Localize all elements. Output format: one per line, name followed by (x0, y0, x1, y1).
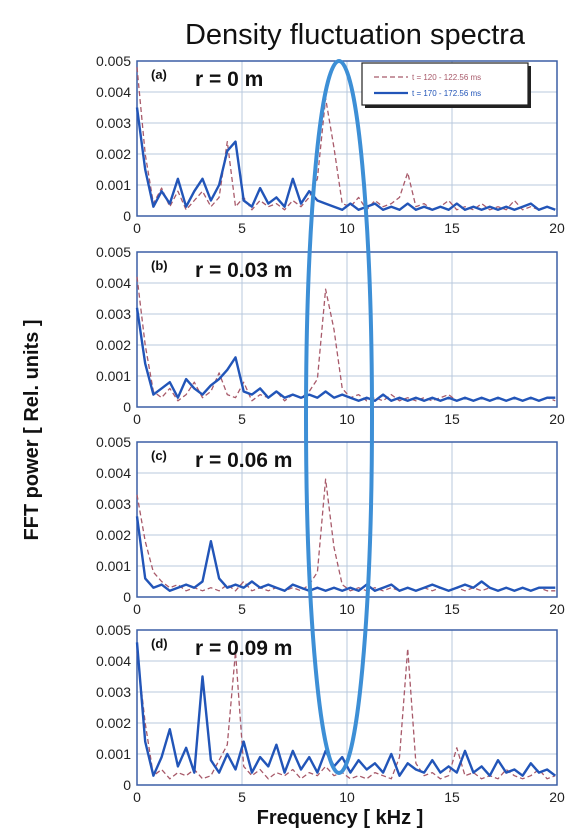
y-tick-label: 0.005 (96, 622, 131, 638)
highlight-ellipse (304, 59, 374, 775)
x-tick-label: 15 (444, 220, 460, 236)
panel-b: 0 0.001 0.002 0.003 0.004 0.005 0 5 10 15 20 (b) r =… (96, 244, 565, 427)
y-tick-label: 0.005 (96, 244, 131, 260)
legend: t = 120 - 122.56 ms t = 170 - 172.56 ms (361, 62, 531, 108)
x-tick-label: 0 (133, 411, 141, 427)
x-tick-label: 10 (339, 220, 355, 236)
plot-frame (136, 629, 558, 786)
x-tick-label: 15 (444, 411, 460, 427)
y-tick-label: 0.004 (96, 465, 131, 481)
panel-a: 0 0.001 0.002 0.003 0.004 0.005 0 5 10 15 20 (a) r =… (96, 53, 565, 236)
y-tick-label: 0.003 (96, 115, 131, 131)
x-tick-label: 10 (339, 789, 355, 805)
panel-label: (b) (151, 258, 168, 273)
panel-label: (a) (151, 67, 167, 82)
x-tick-label: 0 (133, 220, 141, 236)
x-tick-label: 10 (339, 601, 355, 617)
x-tick-label: 20 (549, 220, 565, 236)
x-tick-label: 10 (339, 411, 355, 427)
x-tick-label: 20 (549, 789, 565, 805)
y-tick-label: 0.002 (96, 146, 131, 162)
radius-label: r = 0.06 m (195, 449, 292, 472)
x-tick-label: 5 (238, 789, 246, 805)
y-tick-label: 0.001 (96, 177, 131, 193)
y-tick-label: 0.003 (96, 684, 131, 700)
x-tick-label: 5 (238, 601, 246, 617)
series-line-late (135, 107, 556, 212)
x-tick-label: 0 (133, 601, 141, 617)
y-tick-label: 0.002 (96, 337, 131, 353)
y-tick-label: 0.003 (96, 306, 131, 322)
panel-d: 0 0.001 0.002 0.003 0.004 0.005 0 5 10 15 20 (d) r =… (96, 622, 565, 805)
series-line-late (135, 307, 556, 402)
y-tick-label: 0 (123, 589, 131, 605)
panel-label: (d) (151, 636, 168, 651)
legend-entry-early: t = 120 - 122.56 ms (412, 73, 481, 82)
y-tick-label: 0.002 (96, 527, 131, 543)
y-tick-label: 0.001 (96, 558, 131, 574)
x-tick-label: 5 (238, 220, 246, 236)
y-tick-label: 0.003 (96, 496, 131, 512)
y-tick-label: 0 (123, 777, 131, 793)
y-tick-label: 0 (123, 208, 131, 224)
overlay-group (304, 59, 374, 775)
y-tick-label: 0.004 (96, 653, 131, 669)
x-tick-label: 15 (444, 601, 460, 617)
y-tick-label: 0.001 (96, 746, 131, 762)
radius-label: r = 0.09 m (195, 637, 292, 660)
y-tick-label: 0 (123, 399, 131, 415)
legend-entry-late: t = 170 - 172.56 ms (412, 89, 481, 98)
x-tick-label: 20 (549, 601, 565, 617)
x-tick-label: 15 (444, 789, 460, 805)
series-line-early (136, 67, 556, 211)
series-line-early (136, 478, 556, 592)
panel-c: 0 0.001 0.002 0.003 0.004 0.005 0 5 10 15 20 (c) r =… (96, 434, 565, 617)
y-axis-title: FFT power [ Rel. units ] (21, 319, 43, 540)
y-tick-label: 0.005 (96, 53, 131, 69)
y-tick-label: 0.004 (96, 275, 131, 291)
radius-label: r = 0.03 m (195, 259, 292, 282)
x-tick-label: 0 (133, 789, 141, 805)
radius-label: r = 0 m (195, 68, 263, 91)
x-tick-label: 20 (549, 411, 565, 427)
series-line-early (136, 647, 556, 780)
panel-label: (c) (151, 448, 167, 463)
x-tick-label: 5 (238, 411, 246, 427)
figure-title: Density fluctuation spectra (185, 19, 526, 51)
legend-box (361, 62, 529, 106)
plot-frame (136, 251, 558, 408)
y-tick-label: 0.005 (96, 434, 131, 450)
y-tick-label: 0.001 (96, 368, 131, 384)
series-line-late (135, 516, 556, 592)
y-tick-label: 0.002 (96, 715, 131, 731)
x-axis-title: Frequency [ kHz ] (257, 807, 424, 829)
plot-frame (136, 60, 558, 217)
y-tick-label: 0.004 (96, 84, 131, 100)
